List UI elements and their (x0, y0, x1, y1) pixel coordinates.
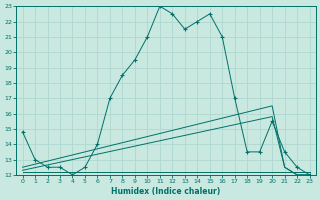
X-axis label: Humidex (Indice chaleur): Humidex (Indice chaleur) (111, 187, 221, 196)
